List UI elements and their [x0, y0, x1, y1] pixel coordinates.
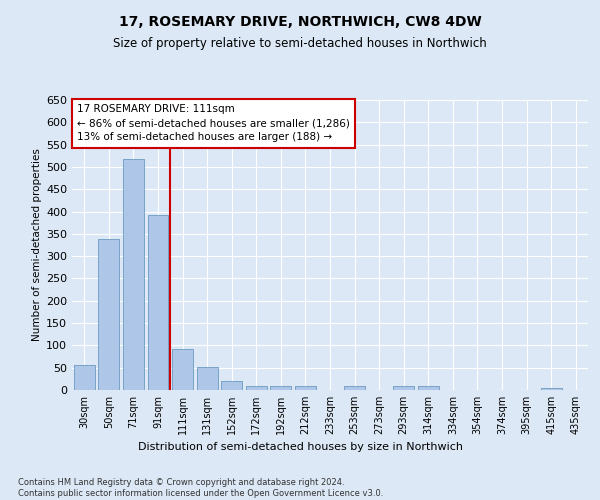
Text: Contains HM Land Registry data © Crown copyright and database right 2024.
Contai: Contains HM Land Registry data © Crown c… — [18, 478, 383, 498]
Bar — [344, 386, 365, 390]
Bar — [541, 388, 562, 390]
Bar — [74, 366, 95, 390]
Y-axis label: Number of semi-detached properties: Number of semi-detached properties — [32, 148, 42, 342]
Text: 17, ROSEMARY DRIVE, NORTHWICH, CW8 4DW: 17, ROSEMARY DRIVE, NORTHWICH, CW8 4DW — [119, 15, 481, 29]
Text: Distribution of semi-detached houses by size in Northwich: Distribution of semi-detached houses by … — [137, 442, 463, 452]
Bar — [418, 386, 439, 390]
Bar — [148, 214, 169, 390]
Bar — [123, 159, 144, 390]
Bar — [393, 386, 414, 390]
Bar — [197, 367, 218, 390]
Bar — [295, 386, 316, 390]
Bar — [246, 386, 267, 390]
Text: Size of property relative to semi-detached houses in Northwich: Size of property relative to semi-detach… — [113, 38, 487, 51]
Bar — [221, 381, 242, 390]
Bar — [98, 239, 119, 390]
Bar — [271, 386, 292, 390]
Text: 17 ROSEMARY DRIVE: 111sqm
← 86% of semi-detached houses are smaller (1,286)
13% : 17 ROSEMARY DRIVE: 111sqm ← 86% of semi-… — [77, 104, 350, 142]
Bar — [172, 349, 193, 390]
